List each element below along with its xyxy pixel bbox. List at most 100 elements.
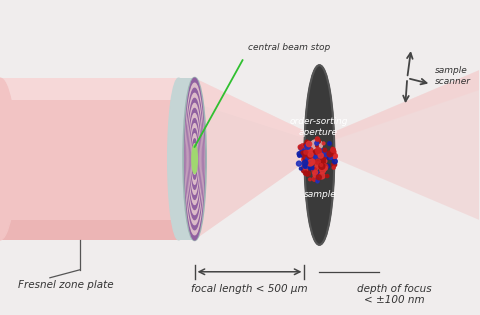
Text: sample
scanner: sample scanner xyxy=(435,66,471,86)
Ellipse shape xyxy=(192,145,197,174)
Ellipse shape xyxy=(194,154,195,164)
Circle shape xyxy=(320,167,323,170)
Ellipse shape xyxy=(186,88,203,230)
Circle shape xyxy=(319,165,324,169)
Ellipse shape xyxy=(185,83,204,235)
Circle shape xyxy=(333,153,337,158)
Circle shape xyxy=(315,145,318,147)
Circle shape xyxy=(332,159,337,164)
Ellipse shape xyxy=(190,118,200,199)
Polygon shape xyxy=(319,70,479,145)
Circle shape xyxy=(298,145,302,149)
Circle shape xyxy=(324,152,328,157)
Circle shape xyxy=(306,148,312,154)
Circle shape xyxy=(315,141,319,145)
Circle shape xyxy=(315,151,319,154)
Circle shape xyxy=(307,160,313,166)
Circle shape xyxy=(319,160,325,165)
Circle shape xyxy=(307,161,311,165)
Circle shape xyxy=(303,164,307,168)
Ellipse shape xyxy=(187,98,202,220)
Circle shape xyxy=(309,178,311,181)
Circle shape xyxy=(326,154,331,159)
Circle shape xyxy=(302,150,305,153)
Circle shape xyxy=(332,162,336,167)
Ellipse shape xyxy=(188,103,202,215)
Ellipse shape xyxy=(187,93,203,225)
Circle shape xyxy=(311,154,317,159)
Circle shape xyxy=(305,166,307,169)
Circle shape xyxy=(315,162,321,168)
Text: sample: sample xyxy=(304,190,337,199)
Circle shape xyxy=(301,169,306,173)
Polygon shape xyxy=(0,78,194,100)
Circle shape xyxy=(315,137,320,141)
Circle shape xyxy=(315,154,321,159)
Circle shape xyxy=(297,152,301,156)
Circle shape xyxy=(318,153,324,158)
Circle shape xyxy=(312,167,316,172)
Circle shape xyxy=(327,151,333,157)
Ellipse shape xyxy=(193,149,196,169)
Circle shape xyxy=(322,166,325,169)
Ellipse shape xyxy=(184,78,205,240)
Circle shape xyxy=(297,161,301,166)
Circle shape xyxy=(313,150,318,154)
Circle shape xyxy=(304,150,308,154)
Circle shape xyxy=(307,163,310,166)
Circle shape xyxy=(303,171,308,175)
Circle shape xyxy=(328,142,331,145)
Circle shape xyxy=(310,152,314,156)
Circle shape xyxy=(316,175,321,180)
Ellipse shape xyxy=(189,113,200,204)
Circle shape xyxy=(316,176,320,180)
Circle shape xyxy=(322,142,325,145)
Circle shape xyxy=(332,150,336,154)
Polygon shape xyxy=(319,70,479,220)
Text: focal length < 500 μm: focal length < 500 μm xyxy=(191,284,308,294)
Ellipse shape xyxy=(311,140,323,151)
Circle shape xyxy=(316,171,319,175)
Circle shape xyxy=(316,180,319,183)
Ellipse shape xyxy=(193,144,196,174)
Circle shape xyxy=(304,146,307,148)
Circle shape xyxy=(305,169,308,171)
Circle shape xyxy=(331,148,336,152)
Ellipse shape xyxy=(304,65,335,245)
Ellipse shape xyxy=(185,78,204,240)
Text: depth of focus
< ±100 nm: depth of focus < ±100 nm xyxy=(357,284,432,305)
Polygon shape xyxy=(0,78,194,240)
Circle shape xyxy=(320,164,323,166)
Circle shape xyxy=(313,173,317,177)
Circle shape xyxy=(302,157,308,163)
Circle shape xyxy=(316,150,321,155)
Circle shape xyxy=(322,158,325,162)
Circle shape xyxy=(308,152,313,157)
Circle shape xyxy=(329,156,332,159)
Circle shape xyxy=(305,171,311,176)
Circle shape xyxy=(314,166,318,170)
Circle shape xyxy=(332,147,334,150)
Polygon shape xyxy=(194,78,319,143)
Circle shape xyxy=(319,149,325,154)
Circle shape xyxy=(303,155,309,161)
Circle shape xyxy=(323,166,327,170)
Polygon shape xyxy=(0,220,194,240)
Ellipse shape xyxy=(168,78,190,240)
Circle shape xyxy=(321,155,326,160)
Circle shape xyxy=(316,139,321,143)
Circle shape xyxy=(298,154,301,157)
Circle shape xyxy=(301,145,305,148)
Circle shape xyxy=(304,143,308,146)
Circle shape xyxy=(312,168,316,172)
Polygon shape xyxy=(179,78,194,240)
Circle shape xyxy=(308,148,313,153)
Circle shape xyxy=(305,140,309,144)
Ellipse shape xyxy=(191,129,198,189)
Circle shape xyxy=(305,144,311,149)
Circle shape xyxy=(322,164,328,170)
Circle shape xyxy=(307,153,312,158)
Circle shape xyxy=(308,164,313,170)
Ellipse shape xyxy=(189,108,201,209)
Ellipse shape xyxy=(192,139,197,179)
